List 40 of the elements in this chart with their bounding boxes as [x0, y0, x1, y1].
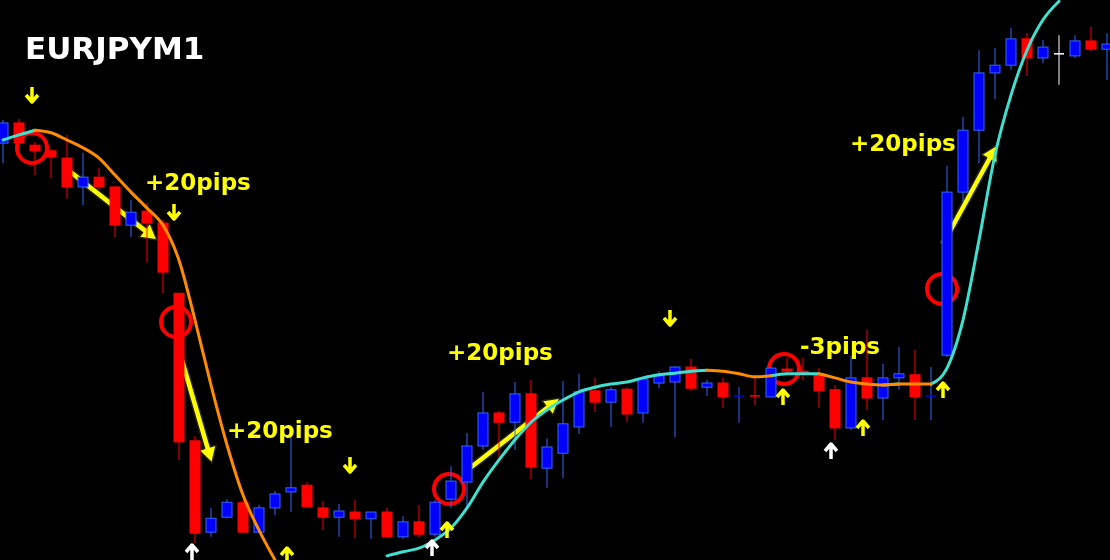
candlestick — [749, 377, 761, 406]
candlestick — [893, 346, 905, 391]
candlestick — [125, 199, 137, 238]
candlestick — [925, 366, 937, 421]
candlestick — [141, 202, 153, 264]
candlestick — [781, 357, 793, 374]
candlestick — [717, 377, 729, 409]
candlestick — [317, 500, 329, 531]
annotation: +20pips — [447, 339, 553, 365]
candlestick — [77, 152, 89, 206]
candlestick — [365, 511, 377, 540]
candlestick — [413, 504, 425, 539]
candlestick — [733, 386, 745, 424]
candlestick — [1069, 34, 1081, 59]
candlestick — [269, 490, 281, 516]
candlestick — [397, 515, 409, 540]
candlestick — [605, 386, 617, 428]
annotation: +20pips — [227, 417, 333, 443]
candlestick — [1053, 34, 1065, 86]
candlestick — [989, 47, 1001, 100]
candlestick — [493, 410, 505, 458]
candlestick — [301, 481, 313, 508]
candlestick — [45, 148, 57, 179]
candlestick — [29, 141, 41, 176]
candlestick — [1085, 26, 1097, 52]
candlestick — [909, 349, 921, 421]
candlestick — [349, 499, 361, 539]
annotation: +20pips — [145, 169, 251, 195]
candlestick — [813, 367, 825, 409]
candlestick — [333, 503, 345, 538]
candlestick — [205, 507, 217, 538]
annotation: -3pips — [800, 333, 881, 359]
candlestick — [1037, 39, 1049, 64]
candlestick — [445, 465, 457, 509]
candlestick — [93, 167, 105, 191]
candlestick — [589, 377, 601, 413]
annotation: +20pips — [850, 130, 956, 156]
chart-title: EURJPYM1 — [25, 30, 205, 66]
candlestick — [541, 437, 553, 489]
candlestick — [701, 379, 713, 397]
